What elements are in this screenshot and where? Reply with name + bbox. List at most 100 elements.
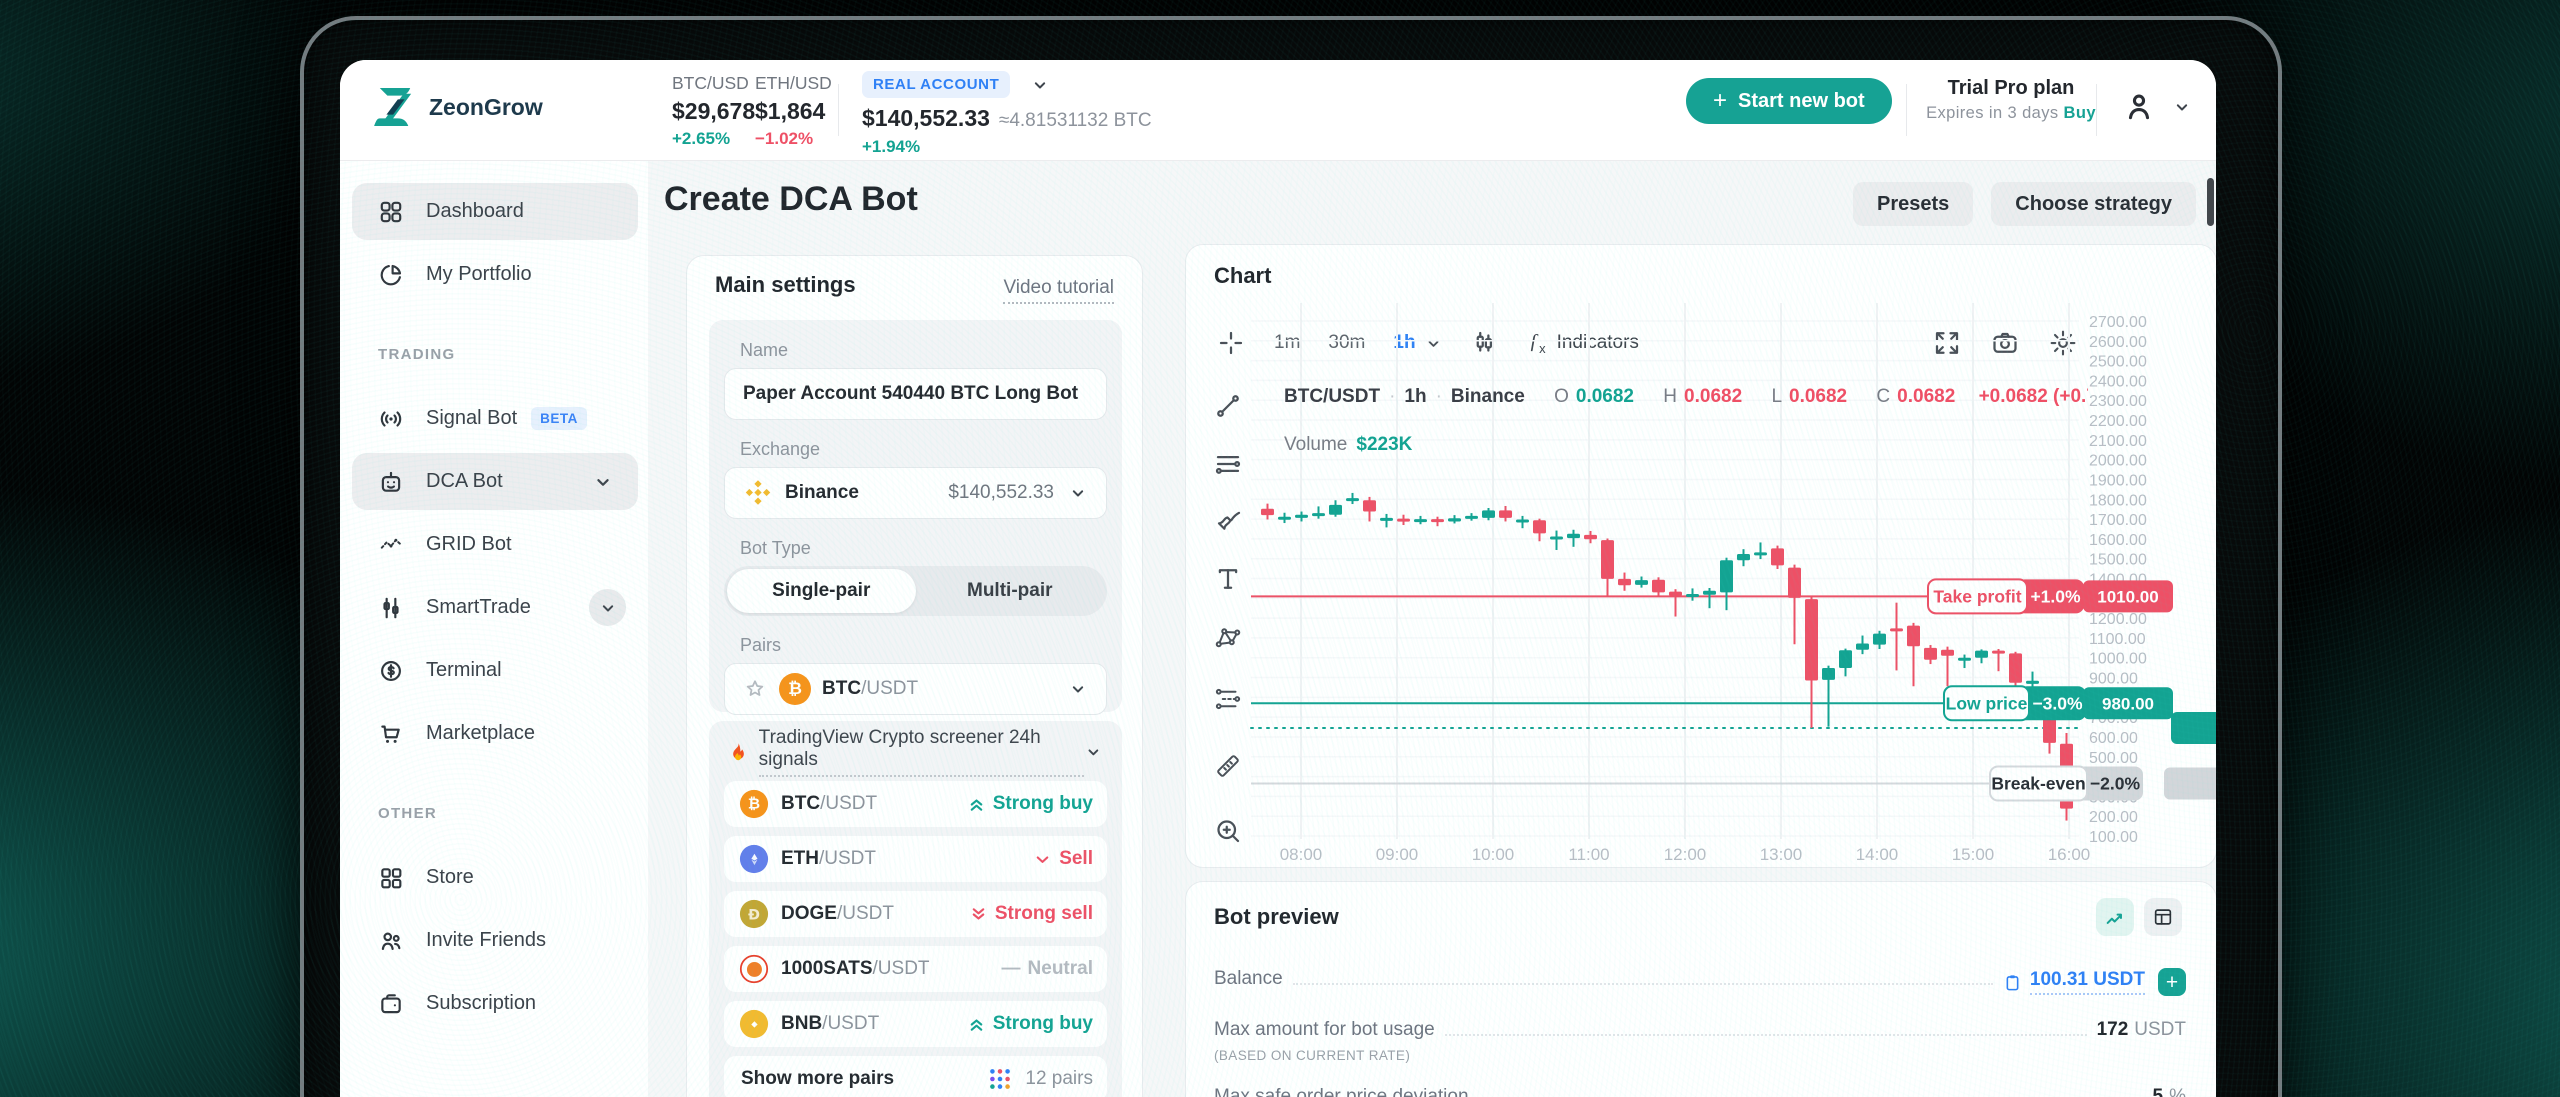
timeframe-30m[interactable]: 30m bbox=[1328, 332, 1366, 353]
single-pair-option[interactable]: Single-pair bbox=[727, 569, 916, 613]
volume-readout: Volume $223K bbox=[1284, 434, 1413, 455]
trend-line-icon[interactable] bbox=[1213, 391, 1243, 421]
portfolio-pie-icon bbox=[378, 262, 404, 288]
exchange-label: Exchange bbox=[740, 439, 821, 459]
sidebar-item-label: Invite Friends bbox=[426, 929, 547, 951]
cart-icon bbox=[378, 721, 404, 747]
sidebar-item-label: DCA Bot bbox=[426, 470, 503, 492]
balance-value[interactable]: 100.31 USDT bbox=[2029, 969, 2145, 995]
candlestick-chart[interactable]: 08:00 09:00 10:00 11:00 12:00 13:00 14:00 15:00… bbox=[1186, 245, 2216, 868]
user-menu[interactable] bbox=[2122, 90, 2192, 124]
max-amount-row: Max amount for bot usage (BASED ON CURRE… bbox=[1214, 1019, 2186, 1063]
chevron-down-icon[interactable] bbox=[1030, 75, 1050, 95]
sidebar: Dashboard My Portfolio TRADING Signal Bot BE… bbox=[340, 160, 648, 1097]
candles-icon[interactable] bbox=[1469, 328, 1499, 358]
horizontal-lines-icon[interactable] bbox=[1213, 449, 1243, 479]
buy-link[interactable]: Buy bbox=[2063, 104, 2096, 122]
chevron-down-icon[interactable] bbox=[1084, 742, 1103, 762]
zeongrow-logo-icon bbox=[374, 88, 412, 126]
pair-quote: /USDT bbox=[872, 958, 930, 979]
sidebar-item-my-portfolio[interactable]: My Portfolio bbox=[340, 243, 648, 306]
pair-signal-row-1000sats[interactable]: 1000SATS/USDT — Neutral bbox=[724, 946, 1107, 992]
signal-badge: — Neutral bbox=[1001, 958, 1093, 979]
timeframe-1m[interactable]: 1m bbox=[1274, 332, 1301, 353]
svg-text:2000.00: 2000.00 bbox=[2089, 453, 2147, 470]
pair-signal-row-doge[interactable]: Ð DOGE/USDT Strong sell bbox=[724, 891, 1107, 937]
pair-signal-row-eth[interactable]: ETH/USDT Sell bbox=[724, 836, 1107, 882]
bnb-icon bbox=[738, 1008, 770, 1040]
main-settings-title: Main settings bbox=[715, 272, 856, 297]
presets-button[interactable]: Presets bbox=[1853, 182, 1974, 226]
preview-table-view-button[interactable] bbox=[2144, 898, 2182, 936]
sidebar-item-invite-friends[interactable]: Invite Friends bbox=[340, 909, 648, 972]
signals-header[interactable]: TradingView Crypto screener 24h signals bbox=[724, 727, 1107, 777]
exchange-name: Binance bbox=[785, 482, 859, 503]
pair-signal-row-btc[interactable]: ₿ BTC/USDT Strong buy bbox=[724, 781, 1107, 827]
app-logo[interactable]: ZeonGrow bbox=[374, 88, 543, 126]
real-account-badge[interactable]: REAL ACCOUNT bbox=[862, 71, 1011, 98]
fullscreen-icon[interactable] bbox=[1932, 328, 1962, 358]
chart-card: Chart 1m 30m 1h ƒx Indicators bbox=[1185, 244, 2216, 868]
start-new-bot-button[interactable]: + Start new bot bbox=[1686, 78, 1892, 124]
chevron-down-icon[interactable] bbox=[1424, 334, 1443, 353]
fx-icon[interactable]: ƒx bbox=[1528, 329, 1546, 357]
svg-text:600.00: 600.00 bbox=[2089, 730, 2138, 747]
ticker-change: +2.65% bbox=[672, 129, 731, 148]
sidebar-item-store[interactable]: Store bbox=[340, 846, 648, 909]
pair-base: DOGE bbox=[781, 903, 837, 924]
fire-icon bbox=[728, 741, 749, 763]
chevron-down-icon[interactable] bbox=[592, 471, 614, 493]
svg-text:11:00: 11:00 bbox=[1568, 845, 1609, 864]
add-funds-button[interactable]: + bbox=[2158, 968, 2186, 996]
smart-trade-icon bbox=[378, 595, 404, 621]
pair-signal-row-bnb[interactable]: BNB/USDT Strong buy bbox=[724, 1001, 1107, 1047]
scrollbar-thumb[interactable] bbox=[2207, 178, 2214, 226]
svg-text:2600.00: 2600.00 bbox=[2089, 334, 2147, 351]
sidebar-item-terminal[interactable]: Terminal bbox=[340, 639, 648, 702]
pair-select[interactable]: ₿ BTC /USDT bbox=[724, 663, 1107, 715]
sidebar-item-label: Dashboard bbox=[426, 200, 524, 222]
legend-low: 0.0682 bbox=[1789, 386, 1848, 407]
beta-badge: BETA bbox=[531, 407, 587, 430]
svg-text:2700.00: 2700.00 bbox=[2089, 314, 2147, 331]
pair-base: ETH bbox=[781, 848, 819, 869]
signals-title[interactable]: TradingView Crypto screener 24h signals bbox=[758, 727, 1085, 777]
chevron-down-icon bbox=[1068, 483, 1088, 503]
video-tutorial-link[interactable]: Video tutorial bbox=[1003, 277, 1114, 304]
svg-text:1700.00: 1700.00 bbox=[2089, 512, 2147, 529]
crosshair-icon[interactable] bbox=[1216, 328, 1246, 358]
xabcd-pattern-icon[interactable] bbox=[1213, 623, 1243, 653]
camera-icon[interactable] bbox=[1990, 328, 2020, 358]
show-more-pairs-row[interactable]: Show more pairs 12 pairs bbox=[724, 1056, 1107, 1097]
sidebar-item-smarttrade[interactable]: SmartTrade bbox=[340, 576, 648, 639]
star-icon[interactable] bbox=[743, 677, 767, 701]
sidebar-item-dca-bot[interactable]: DCA Bot bbox=[340, 450, 648, 513]
gear-icon[interactable] bbox=[2048, 328, 2078, 358]
main-settings-card: Main settings Video tutorial Name Paper … bbox=[686, 255, 1143, 1097]
bot-name-input[interactable]: Paper Account 540440 BTC Long Bot bbox=[724, 368, 1107, 420]
account-balance: $140,552.33 bbox=[862, 105, 990, 131]
svg-text:1300.00: 1300.00 bbox=[2089, 591, 2147, 608]
sidebar-item-signal-bot[interactable]: Signal Bot BETA bbox=[340, 387, 648, 450]
ticker-eth-usd: ETH/USD $1,864 −1.02% bbox=[755, 73, 832, 149]
preview-chart-view-button[interactable] bbox=[2096, 898, 2134, 936]
svg-text:Break-even: Break-even bbox=[1991, 774, 2085, 794]
exchange-select[interactable]: Binance $140,552.33 bbox=[724, 467, 1107, 519]
long-position-icon[interactable] bbox=[1213, 684, 1243, 714]
zoom-in-icon[interactable] bbox=[1213, 816, 1243, 846]
sidebar-item-dashboard[interactable]: Dashboard bbox=[340, 180, 648, 243]
chevron-down-icon[interactable] bbox=[589, 589, 626, 626]
ruler-icon[interactable] bbox=[1213, 751, 1243, 781]
sidebar-item-marketplace[interactable]: Marketplace bbox=[340, 702, 648, 765]
sidebar-item-grid-bot[interactable]: GRID Bot bbox=[340, 513, 648, 576]
btc-icon: ₿ bbox=[738, 788, 770, 820]
multi-pair-option[interactable]: Multi-pair bbox=[967, 580, 1053, 601]
sidebar-item-subscription[interactable]: Subscription bbox=[340, 972, 648, 1035]
text-tool-icon[interactable] bbox=[1213, 564, 1243, 594]
choose-strategy-button[interactable]: Choose strategy bbox=[1991, 182, 2196, 226]
brush-icon[interactable] bbox=[1213, 505, 1243, 535]
indicators-button[interactable]: Indicators bbox=[1556, 332, 1639, 353]
timeframe-1h[interactable]: 1h bbox=[1393, 332, 1416, 353]
svg-text:1600.00: 1600.00 bbox=[2089, 532, 2147, 549]
